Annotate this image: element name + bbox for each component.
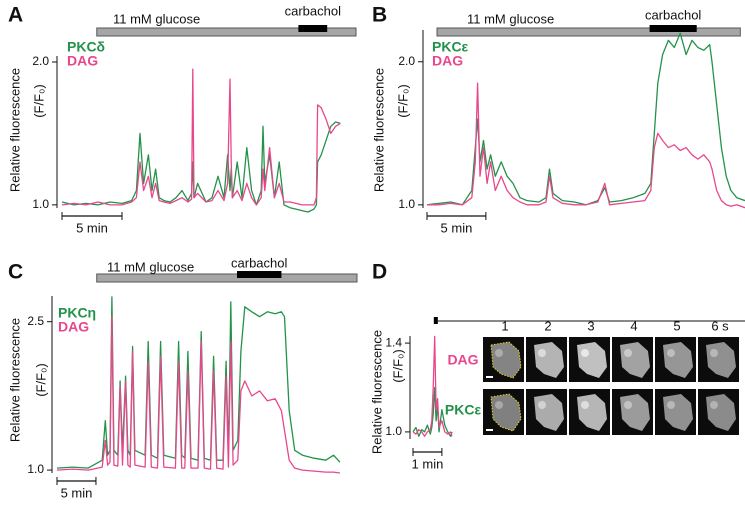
y-axis-label: Relative fluorescence	[369, 330, 384, 454]
frame-label: 6 s	[711, 318, 729, 333]
cell-spot	[710, 401, 718, 409]
cell-spot	[667, 349, 675, 357]
panel-letter: C	[8, 261, 23, 284]
cell-spot	[538, 349, 546, 357]
y-tick-label: 2.5	[27, 314, 44, 328]
y-tick-label: 1.0	[385, 424, 402, 438]
stimulus-label: carbachol	[285, 3, 341, 18]
stimulus-label: carbachol	[231, 255, 287, 270]
frame-label: 1	[501, 318, 508, 333]
y-tick-label: 2.0	[32, 54, 49, 68]
trace	[412, 335, 453, 437]
cell-spot	[710, 349, 718, 357]
y-axis-label: Relative fluorescence	[7, 318, 22, 442]
row-label: PKCε	[445, 402, 482, 418]
trace	[61, 121, 341, 213]
panel-letter: A	[8, 4, 23, 27]
trace	[427, 82, 745, 209]
y-axis-sublabel: (F/F₀)	[33, 363, 48, 397]
cell-outline	[490, 393, 522, 432]
frame-label: 5	[673, 318, 680, 333]
panel-letter: B	[372, 4, 387, 27]
y-axis-label: Relative fluorescence	[371, 68, 386, 192]
stimulus-label: 11 mM glucose	[113, 11, 200, 26]
scale-bar-label: 1 min	[412, 456, 444, 471]
legend-entry: PKCδ	[67, 39, 105, 55]
cell-spot	[538, 401, 546, 409]
stimulus-bar	[436, 27, 741, 37]
frame-label: 2	[544, 318, 551, 333]
y-tick-label: 1.0	[27, 462, 44, 476]
cell-spot	[581, 401, 589, 409]
scale-bar-label: 5 min	[76, 220, 108, 235]
trace	[61, 68, 341, 206]
cell-spot	[581, 349, 589, 357]
y-axis-sublabel: (F/F₀)	[390, 349, 405, 383]
y-tick-label: 1.0	[32, 197, 49, 211]
legend-entry: DAG	[67, 53, 98, 69]
cell-spot	[495, 349, 503, 357]
cell-spot	[624, 349, 632, 357]
frame-label: 3	[587, 318, 594, 333]
cell-outline	[490, 341, 522, 379]
y-axis-label: Relative fluorescence	[7, 68, 22, 192]
scale-bar-label: 5 min	[441, 220, 473, 235]
stimulus-label: 11 mM glucose	[107, 259, 194, 274]
panel-letter: D	[372, 261, 387, 284]
y-axis-sublabel: (F/F₀)	[31, 84, 46, 118]
cell-spot	[667, 401, 675, 409]
stimulus-bar	[237, 271, 282, 278]
legend-entry: DAG	[58, 319, 89, 335]
legend-entry: DAG	[432, 53, 463, 69]
stimulus-bar	[298, 25, 328, 32]
stimulus-bar	[96, 27, 357, 37]
y-axis-sublabel: (F/F₀)	[395, 84, 410, 118]
cell-spot	[624, 401, 632, 409]
stimulus-bar	[433, 317, 438, 324]
stimulus-bar	[649, 25, 697, 32]
trace	[56, 316, 340, 474]
stimulus-label: 11 mM glucose	[467, 11, 554, 26]
frame-label: 4	[630, 318, 637, 333]
y-tick-label: 1.4	[385, 335, 402, 349]
scale-bar-label: 5 min	[61, 485, 93, 500]
stimulus-bar	[96, 273, 358, 283]
legend-entry: PKCη	[58, 305, 96, 321]
stimulus-label: carbachol	[645, 7, 701, 22]
y-tick-label: 1.0	[398, 197, 415, 211]
legend-entry: PKCε	[432, 39, 469, 55]
row-label: DAG	[447, 352, 478, 368]
y-tick-label: 2.0	[398, 54, 415, 68]
cell-spot	[495, 401, 503, 409]
